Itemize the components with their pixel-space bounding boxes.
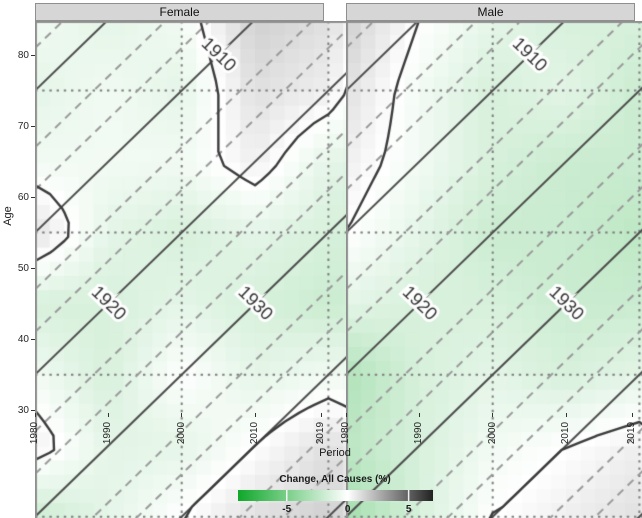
x-tick-mark <box>320 413 322 417</box>
facet-strip-female: Female <box>35 3 324 21</box>
x-tick-label: 1980 <box>340 421 351 445</box>
x-tick-label: 2010 <box>249 421 261 445</box>
y-tick-label: 40 <box>17 333 29 345</box>
y-tick-mark <box>31 339 35 341</box>
legend-tick-label: -5 <box>282 504 292 515</box>
y-tick-label: 70 <box>17 120 29 132</box>
x-tick-label: 1990 <box>413 421 425 445</box>
x-tick-mark <box>345 413 347 417</box>
x-axis-title: Period <box>319 447 351 459</box>
x-tick-label: 2000 <box>175 421 187 445</box>
y-tick-mark <box>31 268 35 270</box>
y-tick-mark <box>31 197 35 199</box>
x-tick-mark <box>107 413 109 417</box>
x-tick-mark <box>418 413 420 417</box>
y-tick-mark <box>31 55 35 57</box>
x-tick-mark <box>181 413 183 417</box>
legend-title: Change, All Causes (%) <box>279 474 391 485</box>
y-tick-label: 80 <box>17 49 29 61</box>
x-tick-mark <box>34 413 36 417</box>
legend-tick-label: 5 <box>405 504 412 515</box>
y-tick-mark <box>31 410 35 412</box>
x-tick-label: 2019 <box>315 421 327 445</box>
facet-strip-male: Male <box>346 3 635 21</box>
male-heatmap-canvas <box>346 21 642 518</box>
y-tick-label: 50 <box>17 262 29 274</box>
x-tick-label: 1990 <box>102 421 114 445</box>
y-tick-label: 60 <box>17 191 29 203</box>
x-tick-label: 2010 <box>560 421 572 445</box>
x-tick-mark <box>492 413 494 417</box>
y-tick-mark <box>31 126 35 128</box>
facet-label-female: Female <box>159 5 200 19</box>
legend-colorbar <box>238 490 433 501</box>
y-tick-label: 30 <box>17 404 29 416</box>
x-tick-mark <box>254 413 256 417</box>
facet-label-male: Male <box>477 5 504 19</box>
legend-tick-label: 0 <box>344 504 351 515</box>
x-tick-label: 2000 <box>486 421 498 445</box>
x-tick-label: 1980 <box>29 421 40 445</box>
x-tick-mark <box>631 413 633 417</box>
x-tick-mark <box>565 413 567 417</box>
x-tick-label: 2019 <box>626 421 638 445</box>
